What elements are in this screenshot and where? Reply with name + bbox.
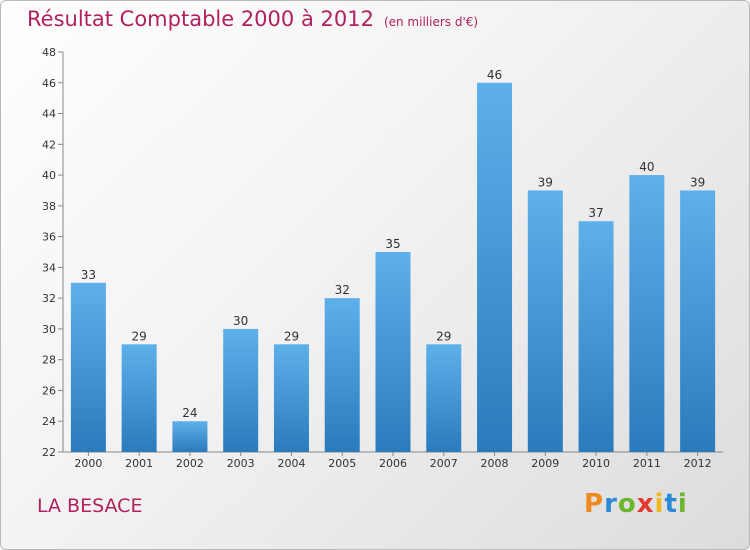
- logo-letter: i: [677, 489, 688, 519]
- chart-subtitle: (en milliers d'€): [383, 15, 479, 29]
- data-label: 39: [538, 175, 553, 189]
- bar: [477, 82, 513, 453]
- bar: [426, 344, 462, 452]
- x-tick-label: 2012: [684, 457, 712, 470]
- data-label: 35: [385, 237, 400, 251]
- x-tick-label: 2003: [227, 457, 255, 470]
- x-tick-label: 2007: [430, 457, 458, 470]
- data-label: 32: [335, 283, 350, 297]
- x-tick-label: 2001: [125, 457, 153, 470]
- data-label: 40: [639, 160, 654, 174]
- x-tick-label: 2008: [481, 457, 509, 470]
- y-tick-label: 42: [42, 138, 56, 151]
- data-label: 29: [436, 329, 451, 343]
- data-label: 39: [690, 175, 705, 189]
- bar: [121, 344, 157, 452]
- bar: [629, 175, 665, 453]
- x-tick-label: 2011: [633, 457, 661, 470]
- y-tick-label: 34: [42, 261, 56, 274]
- bar: [578, 221, 614, 452]
- bar: [527, 190, 563, 452]
- y-tick-label: 40: [42, 169, 56, 182]
- y-tick-label: 44: [42, 108, 56, 121]
- bar: [172, 421, 208, 452]
- bar: [324, 298, 360, 452]
- data-label: 24: [182, 406, 197, 420]
- data-label: 46: [487, 68, 502, 82]
- x-tick-label: 2006: [379, 457, 407, 470]
- y-tick-label: 36: [42, 231, 56, 244]
- bar: [375, 252, 411, 452]
- bar: [223, 328, 259, 452]
- commune-name: LA BESACE: [37, 495, 143, 517]
- x-tick-label: 2002: [176, 457, 204, 470]
- bar: [680, 190, 716, 452]
- bar: [273, 344, 309, 452]
- x-tick-label: 2005: [328, 457, 356, 470]
- proxiti-logo: Proxiti: [584, 489, 688, 519]
- y-tick-label: 24: [42, 415, 56, 428]
- logo-letter: t: [664, 489, 678, 519]
- logo-letter: x: [636, 489, 655, 519]
- data-label: 37: [588, 206, 603, 220]
- x-tick-label: 2009: [531, 457, 559, 470]
- y-tick-label: 22: [42, 446, 56, 459]
- x-tick-label: 2004: [277, 457, 305, 470]
- y-tick-label: 48: [42, 46, 56, 59]
- bar: [70, 282, 106, 452]
- chart-title: Résultat Comptable 2000 à 2012 (en millie…: [27, 7, 478, 31]
- y-tick-label: 32: [42, 292, 56, 305]
- data-label: 29: [284, 329, 299, 343]
- chart-title-text: Résultat Comptable 2000 à 2012: [27, 7, 374, 31]
- y-tick-label: 26: [42, 384, 56, 397]
- data-label: 33: [81, 268, 96, 282]
- logo-letter: r: [604, 489, 618, 519]
- data-label: 30: [233, 314, 248, 328]
- y-tick-label: 46: [42, 77, 56, 90]
- logo-letter: o: [617, 489, 637, 519]
- data-label: 29: [132, 329, 147, 343]
- x-tick-label: 2000: [74, 457, 102, 470]
- y-tick-label: 38: [42, 200, 56, 213]
- y-tick-label: 28: [42, 354, 56, 367]
- logo-letter: P: [584, 489, 605, 519]
- y-tick-label: 30: [42, 323, 56, 336]
- x-tick-label: 2010: [582, 457, 610, 470]
- logo-letter: i: [654, 489, 665, 519]
